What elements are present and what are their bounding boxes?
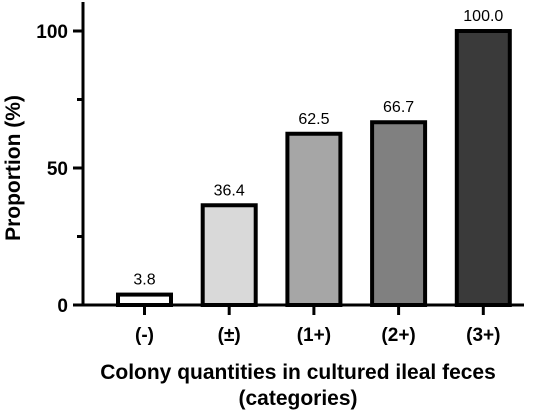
bars (116, 29, 512, 308)
data-label: 62.5 (298, 111, 329, 128)
data-label: 36.4 (214, 182, 245, 199)
y-axis-title: Proportion (%) (2, 95, 25, 241)
data-label: 100.0 (463, 8, 503, 25)
bar (116, 292, 173, 308)
bar (454, 29, 512, 307)
data-labels: 3.8 36.4 62.5 66.7 100.0 (133, 8, 503, 289)
data-label: 3.8 (133, 272, 155, 289)
y-tick-label: 50 (47, 159, 68, 180)
x-tick-label: (±) (218, 325, 241, 346)
bar (370, 120, 428, 307)
x-tick-label: (1+) (297, 325, 331, 346)
x-tick-label: (3+) (466, 325, 500, 346)
x-tick-label: (-) (135, 325, 154, 346)
bar (285, 131, 343, 307)
y-tick-label: 100 (36, 22, 68, 43)
x-axis-title-line-1: Colony quantities in cultured ileal fece… (100, 361, 496, 384)
x-tick-label: (2+) (381, 325, 415, 346)
y-axis: 0 50 100 (36, 2, 85, 317)
x-axis-title-line-2: (categories) (238, 387, 357, 410)
x-axis: (-) (±) (1+) (2+) (3+) (81, 303, 524, 346)
y-tick-label: 0 (57, 296, 68, 317)
bar (200, 203, 258, 308)
data-label: 66.7 (383, 99, 414, 116)
